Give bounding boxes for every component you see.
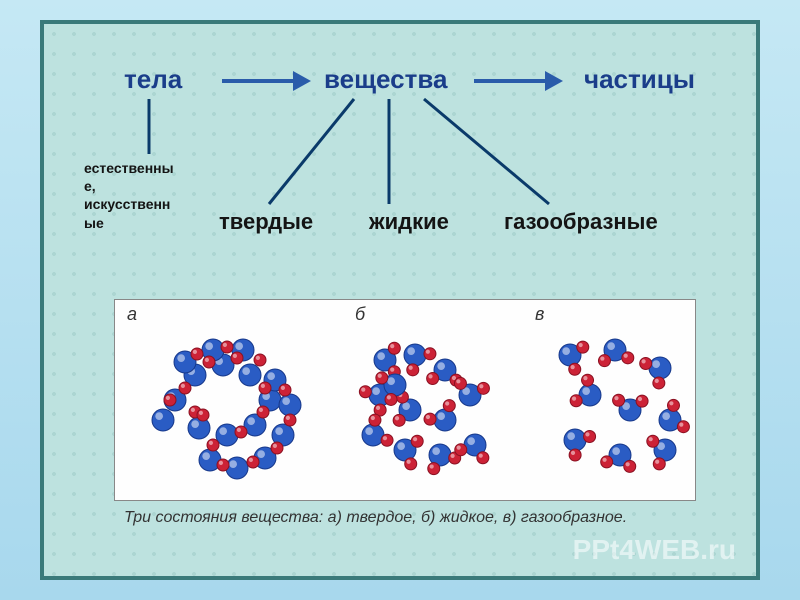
caption-text: Три состояния вещества: а) твердое, б) ж…	[124, 509, 627, 527]
left-note: естественны е, искусственн ые	[84, 159, 174, 232]
arrow-substances-to-particles	[474, 79, 549, 83]
header-substances: вещества	[324, 64, 447, 95]
state-solid: твердые	[219, 209, 313, 235]
arrow-bodies-to-substances	[222, 79, 297, 83]
diagram-frame: тела вещества частицы естественны е, иск…	[40, 20, 760, 580]
molecule-panel: а б в	[114, 299, 696, 501]
state-gas: газообразные	[504, 209, 658, 235]
molecules-svg	[115, 300, 695, 500]
header-particles: частицы	[584, 64, 695, 95]
watermark: PPt4WEB.ru	[573, 534, 736, 566]
header-bodies: тела	[124, 64, 182, 95]
state-liquid: жидкие	[369, 209, 449, 235]
